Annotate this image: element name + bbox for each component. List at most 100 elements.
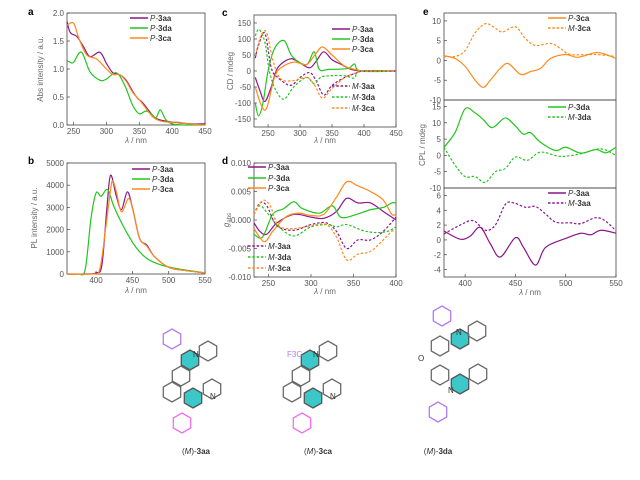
legend-label: M-3da (568, 113, 592, 122)
series-line-P-3aa (66, 21, 206, 125)
y-tick-label: 2.0 (53, 9, 65, 18)
nitrogen-atom-label: N (330, 392, 336, 401)
legend-label: P-3aa (352, 25, 374, 34)
x-tick-label: 300 (100, 127, 114, 136)
nitrogen-atom-label: N (210, 392, 216, 401)
series-line-M-3aa (254, 31, 397, 96)
x-tick-label: 350 (133, 127, 147, 136)
benzene-ring (162, 381, 182, 403)
legend-label: M-3ca (268, 264, 291, 273)
chart-d: 250 300 350 400 -0.010 -0.005 0.000 0.005 0.010 λ… (222, 159, 403, 296)
x-tick-label: 450 (126, 276, 140, 285)
panel-letter-e: e (423, 7, 429, 18)
legend-label: M-3ca (352, 104, 375, 113)
series-line-P-3da (66, 188, 206, 276)
legend-label: P-3ca (150, 34, 172, 43)
legend-label: P-3da (568, 103, 590, 112)
series-line-M-3da (443, 146, 617, 184)
x-tick-label: 550 (198, 276, 212, 285)
legend-label: M-3da (352, 93, 376, 102)
series-line-P-3da (66, 51, 206, 126)
pyridine-ring (183, 387, 203, 409)
benzene-ring (282, 381, 302, 403)
legend-label: P-3da (268, 174, 290, 183)
x-tick-label: 400 (458, 279, 472, 288)
series-line-P-3aa (253, 197, 397, 236)
x-axis-label: λ / nm (313, 136, 336, 145)
benzene-ring (318, 340, 338, 362)
legend-label: P-3aa (152, 165, 174, 174)
y-axis-label: gabs (222, 213, 233, 227)
nitrogen-atom-label: N (456, 328, 462, 337)
y-tick-label: -5 (434, 76, 442, 85)
y-tick-label: 0 (437, 236, 442, 245)
y-tick-label: 1000 (46, 248, 64, 257)
series-line-P-3aa (443, 226, 617, 266)
y-tick-label: 0 (437, 56, 442, 65)
legend-label: P-3aa (268, 163, 290, 172)
legend-label: P-3ca (268, 184, 290, 193)
y-axis-label: Abs intensity / a.u. (36, 36, 45, 101)
legend-label: P-3da (152, 175, 174, 184)
phenyl-ring (428, 401, 448, 423)
series-line-P-3ca (253, 180, 397, 243)
y-tick-label: 0 (437, 151, 442, 160)
benzene-ring (430, 364, 450, 386)
x-tick-label: 250 (261, 129, 275, 138)
chart-b: 400 450 500 550 0 1000 2000 3000 4000 5000 λ / nm P… (30, 159, 212, 295)
series-line-P-3ca (254, 46, 397, 111)
phenyl-ring (292, 412, 312, 434)
benzene-ring (467, 320, 487, 342)
compound-label: (M)-3ca (304, 447, 333, 456)
series-line-P-3da (254, 39, 397, 117)
y-tick-label: 6 (437, 191, 442, 200)
plot-frame (66, 12, 206, 126)
phenyl-ring (172, 412, 192, 434)
series-line-M-3da (254, 28, 397, 100)
y-tick-label: -100 (235, 99, 252, 108)
phenyl-ring (162, 328, 182, 350)
y-tick-label: -10 (429, 96, 441, 105)
x-tick-label: 450 (198, 127, 212, 136)
y-tick-label: -5 (434, 168, 442, 177)
molecule-3ca: N N (M)-3ca (282, 340, 342, 456)
y-tick-label: 50 (242, 51, 251, 60)
y-tick-label: 0.000 (231, 216, 252, 225)
legend-label: M-3aa (268, 242, 291, 251)
x-axis-label: λ / nm (313, 287, 336, 296)
x-tick-label: 300 (304, 279, 318, 288)
x-tick-label: 450 (509, 279, 523, 288)
y-tick-label: -4 (434, 266, 442, 275)
benzene-ring (291, 365, 311, 387)
legend-label: P-3ca (568, 14, 590, 23)
y-tick-label: 0 (247, 67, 252, 76)
panel-letter-b: b (28, 156, 34, 167)
legend-label: M-3ca (568, 24, 591, 33)
y-tick-label: -10 (429, 184, 441, 193)
x-tick-label: 350 (325, 129, 339, 138)
y-tick-label: 0 (60, 270, 65, 279)
series-line-M-3da (253, 205, 397, 237)
nitrogen-atom-label: N (448, 386, 454, 395)
x-tick-label: 550 (609, 279, 623, 288)
y-tick-label: 5 (437, 37, 442, 46)
benzene-ring (468, 363, 488, 385)
legend-label: M-3aa (568, 199, 591, 208)
y-tick-label: 1.5 (53, 37, 65, 46)
panel-letter-c: c (222, 8, 228, 19)
x-tick-label: 400 (89, 276, 103, 285)
y-tick-label: 150 (238, 19, 252, 28)
legend-label: P-3ca (152, 185, 174, 194)
y-tick-label: -0.005 (228, 245, 251, 254)
pyridine-ring (450, 373, 470, 395)
y-tick-label: 4 (437, 206, 442, 215)
x-tick-label: 450 (389, 129, 403, 138)
y-tick-label: -0.010 (228, 273, 251, 282)
series-line-P-3ca (66, 21, 206, 126)
x-tick-label: 350 (347, 279, 361, 288)
y-tick-label: 1.0 (53, 65, 65, 74)
series-line-M-3aa (253, 201, 397, 250)
panel-letter-a: a (28, 7, 34, 18)
